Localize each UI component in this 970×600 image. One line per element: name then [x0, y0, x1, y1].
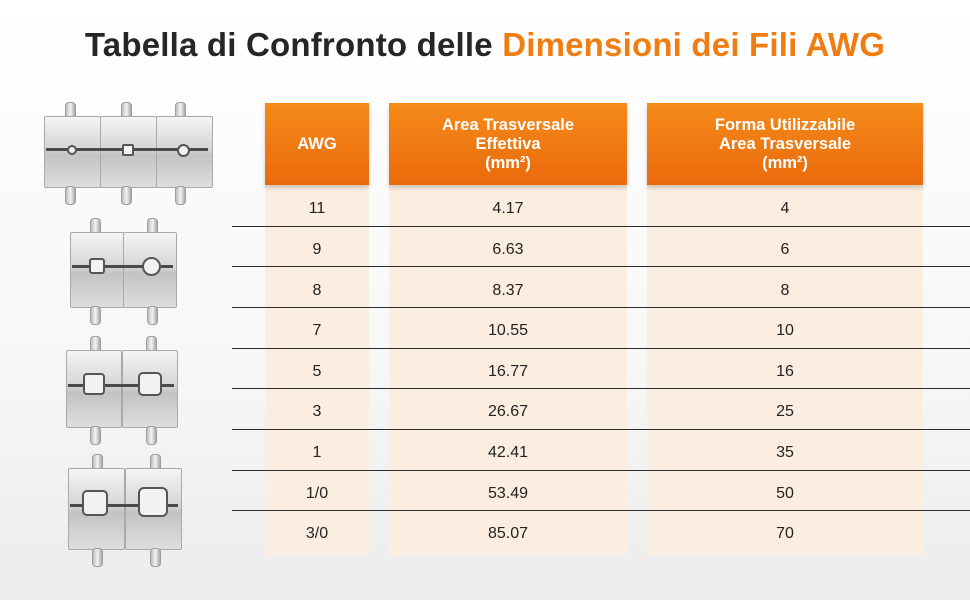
title-accent-part: Dimensioni dei Fili AWG — [502, 26, 886, 63]
awg-cell: 1 — [312, 444, 322, 461]
form-header-line3: (mm²) — [762, 153, 808, 172]
crimp-die-set-2 — [70, 218, 180, 326]
row-separator — [232, 226, 970, 227]
area-cell: 26.67 — [487, 403, 529, 420]
form-header-line2: Area Trasversale — [718, 134, 852, 153]
form-cell: 16 — [776, 363, 794, 380]
area-header-line1: Area Trasversale — [441, 115, 575, 134]
row-separator — [232, 388, 970, 389]
area-cell: 6.63 — [492, 241, 524, 258]
row-separator — [232, 307, 970, 308]
awg-column: AWG 11 9 8 7 5 3 1 1/0 3/0 — [265, 103, 369, 555]
form-cell: 4 — [780, 200, 790, 217]
row-separator — [232, 510, 970, 511]
area-cell: 53.49 — [487, 485, 529, 502]
title-dark-part: Tabella di Confronto delle — [84, 26, 493, 63]
form-cell: 6 — [780, 241, 790, 258]
row-separator — [232, 348, 970, 349]
form-column: Forma Utilizzabile Area Trasversale (mm²… — [647, 103, 923, 555]
area-header-line2: Effettiva — [475, 134, 541, 153]
awg-header: AWG — [265, 103, 369, 185]
form-cell: 8 — [780, 282, 790, 299]
crimp-die-set-3 — [66, 336, 182, 445]
awg-cell: 11 — [308, 200, 326, 217]
area-cell: 16.77 — [487, 363, 529, 380]
area-cell: 4.17 — [492, 200, 524, 217]
area-column: Area Trasversale Effettiva (mm²) 4.17 6.… — [389, 103, 627, 555]
form-cell: 50 — [776, 485, 794, 502]
form-header: Forma Utilizzabile Area Trasversale (mm²… — [647, 103, 923, 185]
form-cell: 35 — [776, 444, 794, 461]
awg-cell: 5 — [312, 363, 322, 380]
area-cell: 8.37 — [492, 282, 524, 299]
area-cell: 10.55 — [487, 322, 529, 339]
area-header: Area Trasversale Effettiva (mm²) — [389, 103, 627, 185]
awg-cell: 3 — [312, 403, 322, 420]
row-separator — [232, 429, 970, 430]
awg-cell: 7 — [312, 322, 322, 339]
awg-cell: 3/0 — [305, 525, 329, 542]
crimp-die-set-4 — [68, 454, 186, 568]
awg-cell: 1/0 — [305, 485, 329, 502]
row-separator — [232, 266, 970, 267]
area-header-line3: (mm²) — [485, 153, 531, 172]
crimp-die-set-1 — [44, 100, 214, 206]
form-header-line1: Forma Utilizzabile — [714, 115, 856, 134]
page-title: Tabella di Confronto delle Dimensioni de… — [0, 26, 970, 64]
awg-header-label: AWG — [297, 134, 337, 153]
form-cell: 25 — [776, 403, 794, 420]
area-cell: 42.41 — [487, 444, 529, 461]
row-separator — [232, 470, 970, 471]
form-cell: 10 — [776, 322, 794, 339]
awg-cell: 8 — [312, 282, 322, 299]
form-cell: 70 — [776, 525, 794, 542]
area-cell: 85.07 — [487, 525, 529, 542]
awg-cell: 9 — [312, 241, 322, 258]
